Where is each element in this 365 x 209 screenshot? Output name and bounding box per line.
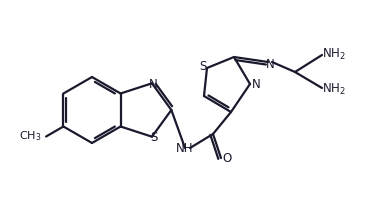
Text: O: O	[222, 153, 232, 166]
Text: NH: NH	[176, 141, 194, 154]
Text: N: N	[149, 78, 157, 91]
Text: N: N	[266, 59, 274, 71]
Text: S: S	[150, 131, 158, 144]
Text: NH$_2$: NH$_2$	[322, 82, 346, 97]
Text: N: N	[251, 79, 260, 92]
Text: NH$_2$: NH$_2$	[322, 46, 346, 61]
Text: S: S	[199, 60, 207, 73]
Text: CH$_3$: CH$_3$	[19, 130, 41, 143]
